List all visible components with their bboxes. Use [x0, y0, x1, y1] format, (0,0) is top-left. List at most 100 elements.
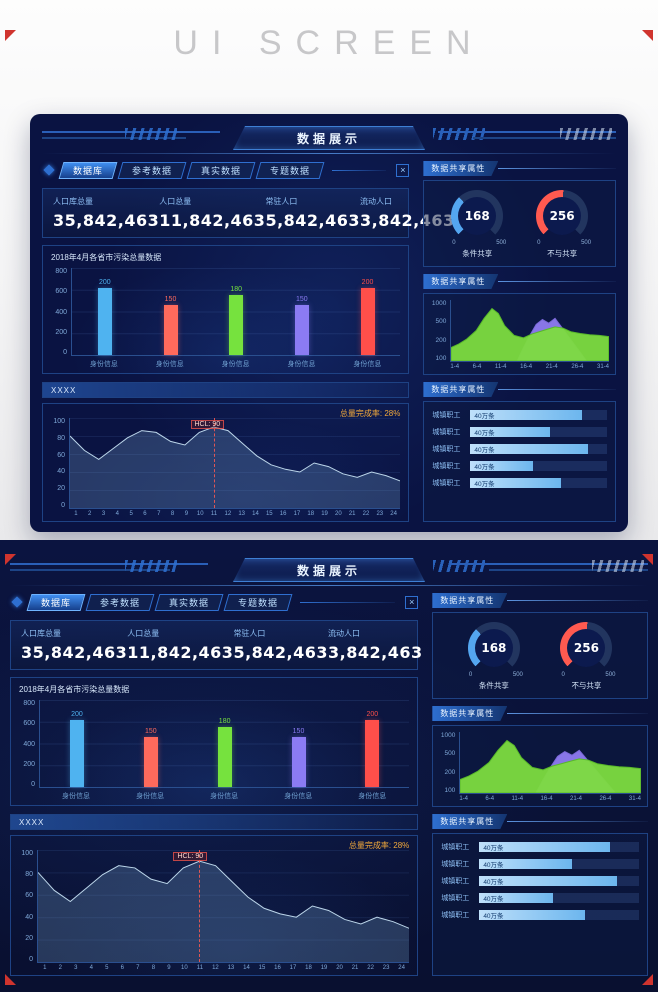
stat-label: 人口库总量: [53, 197, 93, 206]
area-section-header: 数据共享属性: [432, 706, 648, 721]
tab-label: 真实数据: [201, 165, 242, 176]
stat-label: 常驻人口: [265, 197, 298, 206]
hcl-marker-line: [199, 850, 201, 962]
gauge-conditional-share: 168 0 500 条件共享: [458, 622, 530, 691]
bar-value-label: 200: [361, 279, 374, 287]
stat-population-total: 人口总量 11,842,463: [127, 628, 233, 662]
trend-x-tick: 16: [274, 965, 281, 971]
gauge-ring: 168 0 500: [467, 622, 523, 678]
section-title: 数据共享属性: [423, 161, 498, 176]
tabs-row: 数据库 参考数据 真实数据 专题数据 ×: [10, 592, 419, 612]
bar-chart-y-axis: 800 600 400 200 0: [51, 268, 71, 356]
trend-x-tick: 5: [129, 511, 133, 517]
trend-x-tick: 20: [335, 511, 342, 517]
close-icon[interactable]: ×: [405, 595, 419, 609]
gauge-min: 0: [452, 240, 456, 246]
stat-population-db-total: 人口库总量 35,842,463: [53, 196, 159, 230]
trend-x-tick: 21: [351, 965, 359, 971]
trend-x-tick: 10: [181, 965, 188, 971]
dark-section: 数据展示 数据库 参考数据 真实数据 专题数据 ×: [0, 540, 658, 992]
trend-section-header: XXXX: [42, 382, 410, 398]
trend-x-tick: 13: [238, 511, 245, 517]
area-x-tick: 6-4: [485, 796, 495, 802]
bar-category-label: 身份信息: [136, 793, 165, 800]
stats-panel: 人口库总量 35,842,463 人口总量 11,842,463 常驻人口 5,…: [42, 188, 454, 238]
tabs-divider-line: [332, 169, 387, 171]
header-baseline: [42, 153, 616, 154]
pollution-bar-chart-panel: 2018年4月各省市污染总量数据 800 600 400 200 0 200 150 180…: [42, 245, 410, 374]
dashboard-title-text: 数据展示: [296, 131, 361, 146]
stat-value: 35,842,463: [21, 643, 128, 662]
bar-chart-plot: 200 150 180 150 200: [71, 268, 401, 356]
dashboard-title-text: 数据展示: [296, 563, 361, 578]
tab-topic-data[interactable]: 专题数据: [255, 161, 325, 179]
close-icon[interactable]: ×: [396, 163, 410, 177]
tab-label: 数据库: [41, 597, 72, 608]
gauge-min: 0: [537, 240, 541, 246]
bar-value-label: 180: [218, 717, 231, 725]
dashboard-main: 数据库 参考数据 真实数据 专题数据 × 人口库总量 35,842,463 人口…: [10, 592, 648, 976]
bar-chart: 800 600 400 200 0 200 150 180 150 200: [19, 700, 410, 788]
bar-chart-title: 2018年4月各省市污染总量数据: [19, 685, 130, 694]
corner-triangle: [642, 30, 653, 41]
tab-reference-data[interactable]: 参考数据: [117, 161, 187, 179]
bar: [294, 304, 309, 355]
bar-category-label: 身份信息: [358, 793, 387, 800]
trend-x-tick: 6: [143, 511, 147, 517]
stat-value: 11,842,463: [159, 211, 266, 230]
bar-chart-y-axis: 800 600 400 200 0: [19, 700, 39, 788]
gauge-no-share: 256 0 500 不与共享: [526, 190, 598, 259]
bar: [229, 294, 244, 355]
tab-real-data[interactable]: 真实数据: [186, 161, 256, 179]
stat-label: 人口总量: [127, 629, 160, 638]
bar-group: 150: [121, 700, 180, 787]
hcl-annotation: HCL: 90: [173, 852, 208, 861]
bar-category-label: 身份信息: [284, 793, 313, 800]
tab-database[interactable]: 数据库: [58, 161, 118, 179]
header-decor-line: [488, 569, 648, 571]
header-decor-line: [10, 569, 170, 571]
tab-database[interactable]: 数据库: [26, 593, 86, 611]
axis-tick: 20: [25, 934, 33, 942]
completion-rate: 总量完成率: 28%: [348, 841, 410, 850]
dashboard-card: 数据展示 数据库 参考数据 真实数据 专题数据 ×: [30, 114, 628, 532]
list-item-track: 40万条: [479, 842, 639, 852]
stat-label: 流动人口: [328, 629, 361, 638]
light-section: UI SCREEN 数据展示 数据库 参考数据 真实数据: [0, 0, 658, 540]
trend-x-axis: 1 2 3 4 5 6 7 8 9 10 11 12 13 14 15 16 17 18 19 20 21 22 23 24: [69, 509, 400, 518]
list-item: 城镇职工 40万条: [432, 478, 607, 488]
trend-x-tick: 1: [43, 965, 47, 971]
bar-group: 150: [276, 268, 329, 355]
axis-tick: 0: [63, 349, 67, 356]
stat-value: 11,842,463: [127, 643, 234, 662]
list-section-header: 数据共享属性: [432, 814, 648, 829]
bar-category-label: 身份信息: [210, 793, 239, 800]
share-list-panel: 城镇职工 40万条 城镇职工 40万条 城镇职工 40万条 城镇职工 40万条 城镇职工 40万条: [423, 401, 616, 522]
trend-x-tick: 2: [88, 511, 92, 517]
list-item-track: 40万条: [479, 910, 639, 920]
stat-label: 常驻人口: [233, 629, 266, 638]
bar-value-label: 150: [296, 295, 308, 303]
tab-label: 真实数据: [169, 597, 210, 608]
list-item: 城镇职工 40万条: [432, 427, 607, 437]
gauge-max: 500: [581, 240, 592, 246]
bar-chart: 800 600 400 200 0 200 150 180 150 200: [51, 268, 401, 356]
list-item-bar: 40万条: [470, 461, 534, 471]
area-x-tick: 1-4: [459, 796, 468, 802]
area-x-axis: 1-4 6-4 11-4 16-4 21-4 26-4 31-4: [450, 362, 609, 371]
trend-area-svg: [70, 418, 401, 508]
list-item: 城镇职工 40万条: [441, 910, 639, 920]
tab-topic-data[interactable]: 专题数据: [223, 593, 293, 611]
tab-real-data[interactable]: 真实数据: [154, 593, 224, 611]
stat-floating-population: 流动人口 3,842,463: [328, 628, 423, 662]
tab-label: 参考数据: [132, 165, 173, 176]
gauge-ring: 256 0 500: [536, 190, 591, 246]
trend-x-tick: 3: [74, 965, 78, 971]
list-item-label: 城镇职工: [432, 412, 461, 419]
trend-y-axis: 100 80 60 40 20 0: [19, 850, 37, 963]
trend-section-label: XXXX: [51, 385, 77, 395]
trend-x-tick: 19: [320, 965, 328, 971]
stats-panel: 人口库总量 35,842,463 人口总量 11,842,463 常驻人口 5,…: [10, 620, 422, 670]
tab-reference-data[interactable]: 参考数据: [85, 593, 155, 611]
